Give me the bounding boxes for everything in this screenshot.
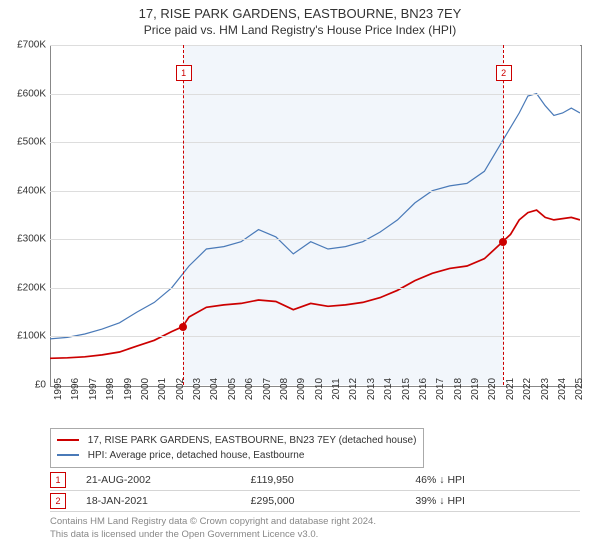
page-title: 17, RISE PARK GARDENS, EASTBOURNE, BN23 … [0, 0, 600, 21]
gridline [50, 142, 580, 143]
xtick-label: 2016 [418, 378, 429, 400]
marker-line-1 [183, 45, 184, 385]
transaction-vs-hpi: 39% ↓ HPI [415, 495, 580, 507]
gridline [50, 288, 580, 289]
xtick-label: 2005 [227, 378, 238, 400]
ytick-label: £300K [2, 234, 46, 245]
xtick-label: 2008 [279, 378, 290, 400]
footer-line-1: Contains HM Land Registry data © Crown c… [50, 515, 376, 528]
xtick-label: 1998 [105, 378, 116, 400]
xtick-label: 1997 [88, 378, 99, 400]
xtick-label: 2009 [296, 378, 307, 400]
xtick-label: 2003 [192, 378, 203, 400]
xtick-label: 2000 [140, 378, 151, 400]
marker-line-2 [503, 45, 504, 385]
chart-legend: 17, RISE PARK GARDENS, EASTBOURNE, BN23 … [50, 428, 424, 468]
marker-label-2: 2 [496, 65, 512, 81]
xtick-label: 2014 [383, 378, 394, 400]
transaction-vs-hpi: 46% ↓ HPI [415, 474, 580, 486]
xtick-label: 2018 [453, 378, 464, 400]
transaction-price: £119,950 [251, 474, 416, 486]
transaction-date: 18-JAN-2021 [86, 495, 251, 507]
transaction-price: £295,000 [251, 495, 416, 507]
ytick-label: £100K [2, 331, 46, 342]
xtick-label: 2023 [540, 378, 551, 400]
transaction-row: 1 21-AUG-2002 £119,950 46% ↓ HPI [50, 470, 580, 491]
ytick-label: £700K [2, 40, 46, 51]
marker-dot-2 [499, 238, 507, 246]
xtick-label: 2015 [401, 378, 412, 400]
xtick-label: 1996 [70, 378, 81, 400]
legend-item-hpi: HPI: Average price, detached house, East… [57, 448, 417, 463]
page-subtitle: Price paid vs. HM Land Registry's House … [0, 21, 600, 41]
transaction-marker-1: 1 [50, 472, 66, 488]
xtick-label: 2024 [557, 378, 568, 400]
gridline [50, 191, 580, 192]
gridline [50, 45, 580, 46]
ytick-label: £400K [2, 185, 46, 196]
legend-swatch-property [57, 439, 79, 441]
xtick-label: 2021 [505, 378, 516, 400]
xtick-label: 2019 [470, 378, 481, 400]
xtick-label: 2012 [348, 378, 359, 400]
ytick-label: £500K [2, 137, 46, 148]
xtick-label: 2006 [244, 378, 255, 400]
shaded-region [183, 45, 503, 385]
transaction-marker-2: 2 [50, 493, 66, 509]
xtick-label: 2007 [262, 378, 273, 400]
legend-label-hpi: HPI: Average price, detached house, East… [88, 450, 305, 461]
xtick-label: 2010 [314, 378, 325, 400]
xtick-label: 1999 [123, 378, 134, 400]
transaction-row: 2 18-JAN-2021 £295,000 39% ↓ HPI [50, 491, 580, 512]
xtick-label: 2001 [157, 378, 168, 400]
xtick-label: 2020 [487, 378, 498, 400]
gridline [50, 94, 580, 95]
ytick-label: £600K [2, 88, 46, 99]
transaction-date: 21-AUG-2002 [86, 474, 251, 486]
xtick-label: 2011 [331, 378, 342, 400]
legend-item-property: 17, RISE PARK GARDENS, EASTBOURNE, BN23 … [57, 433, 417, 448]
legend-swatch-hpi [57, 454, 79, 456]
ytick-label: £0 [2, 380, 46, 391]
footer-attribution: Contains HM Land Registry data © Crown c… [50, 515, 376, 541]
legend-label-property: 17, RISE PARK GARDENS, EASTBOURNE, BN23 … [88, 435, 417, 446]
xtick-label: 2022 [522, 378, 533, 400]
price-chart: £0£100K£200K£300K£400K£500K£600K£700K199… [50, 45, 580, 385]
footer-line-2: This data is licensed under the Open Gov… [50, 528, 376, 541]
xtick-label: 2017 [435, 378, 446, 400]
ytick-label: £200K [2, 282, 46, 293]
marker-dot-1 [179, 323, 187, 331]
marker-label-1: 1 [176, 65, 192, 81]
xtick-label: 2025 [574, 378, 585, 400]
transaction-table: 1 21-AUG-2002 £119,950 46% ↓ HPI 2 18-JA… [50, 470, 580, 512]
xtick-label: 2004 [209, 378, 220, 400]
xtick-label: 2002 [175, 378, 186, 400]
gridline [50, 336, 580, 337]
xtick-label: 1995 [53, 378, 64, 400]
xtick-label: 2013 [366, 378, 377, 400]
